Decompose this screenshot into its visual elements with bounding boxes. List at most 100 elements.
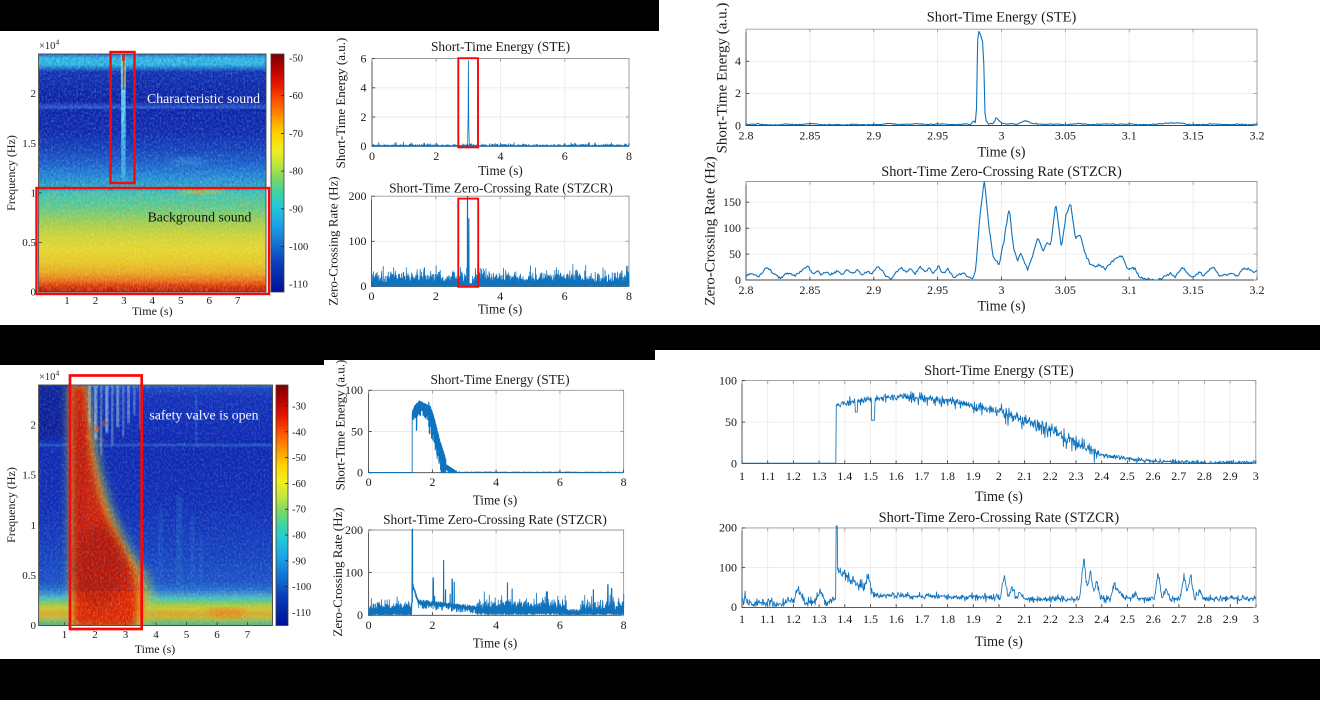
svg-text:50: 50 bbox=[729, 247, 741, 261]
svg-text:1: 1 bbox=[739, 469, 745, 483]
svg-text:Short-Time Energy (a.u.): Short-Time Energy (a.u.) bbox=[333, 38, 348, 169]
svg-text:3.1: 3.1 bbox=[1122, 129, 1137, 143]
svg-text:3: 3 bbox=[1253, 612, 1259, 626]
svg-text:-80: -80 bbox=[292, 531, 306, 542]
svg-text:4: 4 bbox=[56, 369, 60, 378]
svg-text:6: 6 bbox=[206, 295, 212, 307]
svg-text:2.1: 2.1 bbox=[1017, 469, 1032, 483]
svg-text:0: 0 bbox=[366, 618, 372, 632]
svg-text:5: 5 bbox=[178, 295, 184, 307]
svg-text:2: 2 bbox=[93, 295, 99, 307]
svg-text:1.2: 1.2 bbox=[786, 469, 801, 483]
svg-text:Time (s): Time (s) bbox=[132, 304, 173, 318]
svg-text:Short-Time Energy (STE): Short-Time Energy (STE) bbox=[927, 10, 1077, 26]
svg-text:1.6: 1.6 bbox=[889, 469, 904, 483]
svg-text:3.15: 3.15 bbox=[1183, 129, 1204, 143]
svg-text:-100: -100 bbox=[289, 242, 308, 253]
svg-text:6: 6 bbox=[557, 618, 563, 632]
svg-text:200: 200 bbox=[719, 521, 737, 535]
svg-text:2.95: 2.95 bbox=[927, 283, 948, 297]
svg-text:3.2: 3.2 bbox=[1250, 283, 1265, 297]
svg-text:2.4: 2.4 bbox=[1094, 612, 1109, 626]
svg-text:2: 2 bbox=[31, 420, 37, 432]
svg-text:2.9: 2.9 bbox=[866, 129, 881, 143]
svg-text:2.8: 2.8 bbox=[739, 283, 754, 297]
svg-text:5: 5 bbox=[184, 629, 190, 641]
svg-text:1.3: 1.3 bbox=[812, 612, 827, 626]
svg-text:6: 6 bbox=[562, 289, 568, 303]
svg-text:Time (s): Time (s) bbox=[975, 634, 1023, 650]
svg-text:2.9: 2.9 bbox=[866, 283, 881, 297]
svg-text:Time (s): Time (s) bbox=[473, 636, 518, 651]
svg-text:6: 6 bbox=[562, 149, 568, 163]
svg-text:200: 200 bbox=[345, 523, 363, 537]
svg-text:2.85: 2.85 bbox=[799, 129, 820, 143]
svg-text:-110: -110 bbox=[289, 280, 308, 291]
svg-text:4: 4 bbox=[153, 629, 159, 641]
svg-text:2.2: 2.2 bbox=[1043, 612, 1058, 626]
svg-text:-90: -90 bbox=[292, 556, 306, 567]
svg-text:Time (s): Time (s) bbox=[978, 299, 1026, 315]
svg-text:4: 4 bbox=[361, 81, 367, 95]
svg-text:1.4: 1.4 bbox=[837, 469, 852, 483]
svg-text:1: 1 bbox=[31, 520, 37, 532]
svg-text:1.4: 1.4 bbox=[837, 612, 852, 626]
svg-text:Frequency (Hz): Frequency (Hz) bbox=[4, 135, 18, 211]
svg-text:1: 1 bbox=[31, 187, 37, 199]
svg-text:2.3: 2.3 bbox=[1069, 612, 1084, 626]
svg-text:2.5: 2.5 bbox=[1120, 469, 1135, 483]
svg-text:4: 4 bbox=[56, 38, 60, 47]
svg-text:2.85: 2.85 bbox=[799, 283, 820, 297]
svg-text:-50: -50 bbox=[292, 453, 306, 464]
svg-text:50: 50 bbox=[351, 424, 363, 438]
svg-text:0: 0 bbox=[31, 620, 37, 632]
svg-text:1.6: 1.6 bbox=[889, 612, 904, 626]
svg-text:1.1: 1.1 bbox=[760, 469, 775, 483]
svg-text:2.9: 2.9 bbox=[1223, 612, 1238, 626]
svg-text:8: 8 bbox=[621, 618, 627, 632]
svg-text:2: 2 bbox=[996, 469, 1002, 483]
svg-text:0: 0 bbox=[357, 466, 363, 480]
svg-text:2: 2 bbox=[92, 629, 98, 641]
svg-text:-70: -70 bbox=[292, 505, 306, 516]
svg-text:8: 8 bbox=[626, 149, 632, 163]
svg-text:1: 1 bbox=[64, 295, 70, 307]
svg-text:7: 7 bbox=[235, 295, 241, 307]
svg-text:3.15: 3.15 bbox=[1183, 283, 1204, 297]
svg-text:Short-Time Zero-Crossing Rate: Short-Time Zero-Crossing Rate (STZCR) bbox=[383, 512, 607, 527]
svg-text:-30: -30 bbox=[292, 402, 306, 413]
svg-text:-70: -70 bbox=[289, 129, 303, 140]
svg-text:2.8: 2.8 bbox=[1197, 612, 1212, 626]
svg-text:2.5: 2.5 bbox=[1120, 612, 1135, 626]
svg-text:Time (s): Time (s) bbox=[978, 145, 1026, 161]
svg-text:4: 4 bbox=[150, 295, 156, 307]
svg-text:-110: -110 bbox=[292, 608, 311, 619]
svg-text:1.9: 1.9 bbox=[966, 612, 981, 626]
svg-text:-100: -100 bbox=[292, 582, 311, 593]
svg-text:7: 7 bbox=[245, 629, 251, 641]
svg-text:Background sound: Background sound bbox=[148, 210, 252, 225]
svg-text:1.8: 1.8 bbox=[940, 612, 955, 626]
svg-text:3: 3 bbox=[1253, 469, 1259, 483]
svg-text:1: 1 bbox=[62, 629, 68, 641]
svg-text:2: 2 bbox=[996, 612, 1002, 626]
svg-text:3: 3 bbox=[123, 629, 129, 641]
svg-text:1.5: 1.5 bbox=[22, 138, 36, 150]
svg-text:-40: -40 bbox=[292, 427, 306, 438]
svg-text:Short-Time Energy (STE): Short-Time Energy (STE) bbox=[430, 372, 569, 387]
svg-text:6: 6 bbox=[214, 629, 220, 641]
svg-text:3: 3 bbox=[121, 295, 127, 307]
svg-text:0: 0 bbox=[735, 273, 741, 287]
svg-text:Short-Time Zero-Crossing Rate: Short-Time Zero-Crossing Rate (STZCR) bbox=[881, 164, 1122, 180]
svg-text:0: 0 bbox=[731, 600, 737, 614]
svg-text:Zero-Crossing Rate (Hz): Zero-Crossing Rate (Hz) bbox=[703, 156, 719, 305]
svg-text:2.8: 2.8 bbox=[739, 129, 754, 143]
svg-text:3.2: 3.2 bbox=[1250, 129, 1265, 143]
svg-text:Short-Time Energy (a.u.): Short-Time Energy (a.u.) bbox=[715, 3, 731, 154]
svg-text:-60: -60 bbox=[292, 479, 306, 490]
svg-text:3.05: 3.05 bbox=[1055, 283, 1076, 297]
svg-text:-90: -90 bbox=[289, 204, 303, 215]
svg-text:Time (s): Time (s) bbox=[135, 642, 176, 656]
svg-text:3.1: 3.1 bbox=[1122, 283, 1137, 297]
svg-text:1.3: 1.3 bbox=[812, 469, 827, 483]
